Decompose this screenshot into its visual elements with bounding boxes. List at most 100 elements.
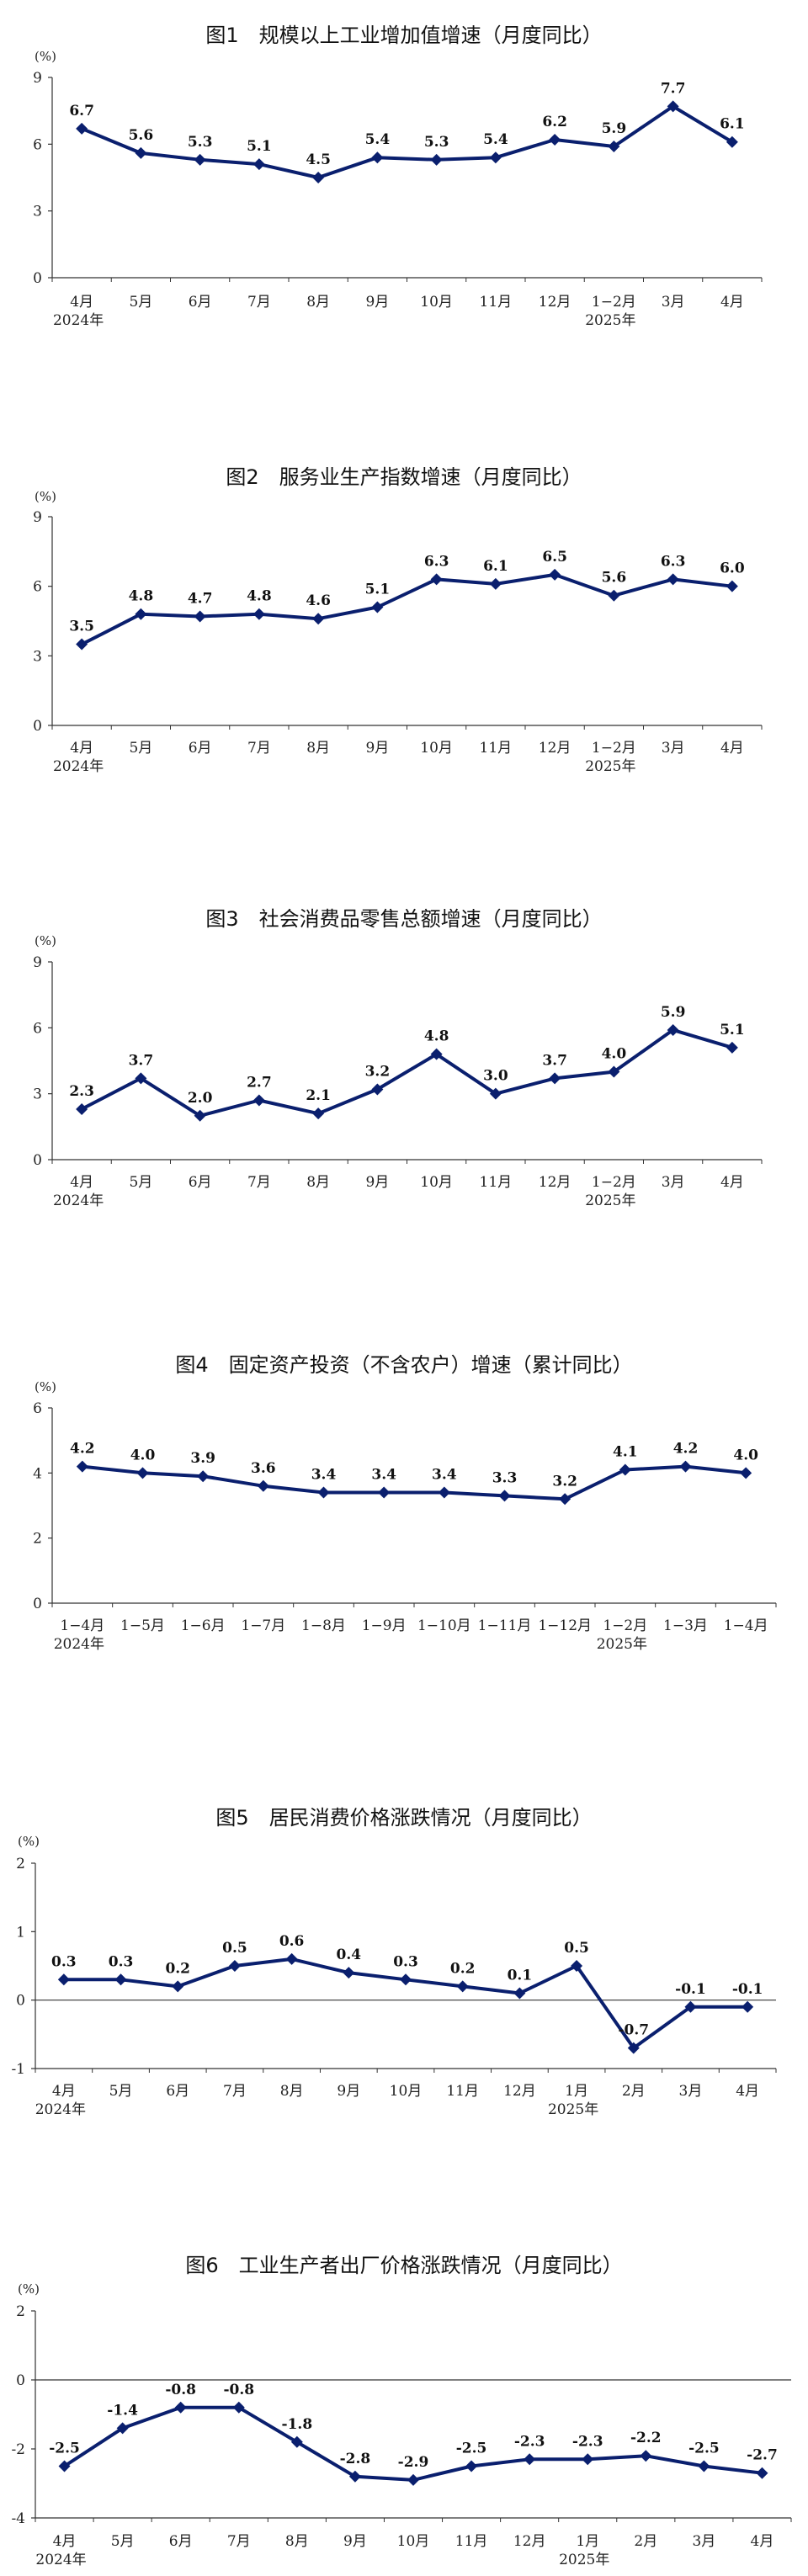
data-label: 0.6 — [279, 1933, 305, 1950]
year-label: 2025年 — [559, 2552, 609, 2568]
y-tick-label: 4 — [33, 1465, 42, 1482]
x-tick-label: 5月 — [129, 1174, 152, 1191]
x-tick-label: 8月 — [280, 2083, 304, 2100]
x-tick-label: 12月 — [539, 740, 571, 757]
data-point-marker — [407, 2473, 419, 2486]
chart-title: 图5 居民消费价格涨跌情况（月度同比） — [215, 1806, 592, 1830]
x-tick-label: 10月 — [420, 294, 453, 311]
y-unit-label: (%) — [35, 1379, 56, 1394]
x-tick-label: 7月 — [227, 2533, 251, 2550]
x-tick-label: 1−2月 — [592, 740, 636, 757]
x-tick-label: 1−5月 — [120, 1617, 165, 1634]
x-tick-label: 1月 — [565, 2083, 588, 2100]
x-tick-label: 7月 — [247, 294, 271, 311]
y-unit-label: (%) — [18, 2281, 40, 2297]
y-tick-label: 2 — [16, 2303, 25, 2320]
data-point-marker — [489, 151, 502, 164]
data-label: 6.7 — [69, 103, 94, 120]
data-label: 0.5 — [222, 1940, 247, 1957]
x-tick-label: 11月 — [455, 2533, 488, 2550]
x-tick-label: 12月 — [539, 1174, 571, 1191]
x-tick-label: 5月 — [109, 2083, 133, 2100]
x-tick-label: 3月 — [662, 1174, 685, 1191]
year-label: 2024年 — [54, 1636, 104, 1653]
data-label: -0.8 — [165, 2382, 196, 2398]
data-label: -2.9 — [398, 2454, 429, 2471]
data-label: 6.1 — [483, 558, 508, 575]
y-tick-label: 0 — [33, 1152, 42, 1169]
x-tick-label: 1−4月 — [724, 1617, 768, 1634]
data-label: 5.4 — [365, 131, 391, 148]
y-tick-label: -2 — [11, 2441, 25, 2458]
data-point-marker — [135, 608, 147, 620]
data-point-marker — [174, 2401, 187, 2414]
data-label: 5.1 — [720, 1022, 745, 1038]
data-point-marker — [232, 2401, 245, 2414]
year-label: 2024年 — [53, 312, 104, 329]
data-point-marker — [549, 568, 561, 581]
data-label: -0.1 — [675, 1981, 706, 1998]
data-point-marker — [76, 638, 88, 651]
y-tick-label: 9 — [33, 509, 42, 526]
x-tick-label: 9月 — [365, 740, 389, 757]
x-tick-label: 10月 — [390, 2083, 423, 2100]
data-point-marker — [228, 1960, 241, 1972]
data-point-marker — [726, 135, 738, 148]
x-tick-label: 6月 — [189, 1174, 212, 1191]
y-tick-label: 0 — [33, 1596, 42, 1612]
data-label: -2.5 — [49, 2441, 80, 2457]
y-unit-label: (%) — [35, 933, 56, 948]
series-line — [81, 572, 733, 646]
chart-title: 图6 工业生产者出厂价格涨跌情况（月度同比） — [185, 2254, 622, 2277]
x-tick-label: 4月 — [70, 294, 93, 311]
data-point-marker — [312, 613, 325, 625]
y-tick-label: 9 — [33, 70, 42, 87]
chart-title: 图2 服务业生产指数增速（月度同比） — [226, 465, 582, 489]
data-point-marker — [619, 1463, 631, 1476]
x-tick-label: 1−4月 — [60, 1617, 104, 1634]
data-label: 4.8 — [424, 1028, 449, 1045]
data-point-marker — [252, 1094, 265, 1107]
y-tick-label: 6 — [33, 1020, 42, 1037]
data-label: -2.2 — [630, 2430, 662, 2446]
x-tick-label: 8月 — [285, 2533, 309, 2550]
x-tick-label: 2月 — [634, 2533, 657, 2550]
data-point-marker — [76, 1460, 88, 1473]
x-tick-label: 1−6月 — [181, 1617, 226, 1634]
data-label: 6.2 — [542, 114, 567, 130]
data-point-marker — [114, 1973, 127, 1986]
data-label: 7.7 — [661, 80, 686, 97]
data-label: -2.5 — [688, 2441, 720, 2457]
chart-title: 图4 固定资产投资（不含农户）增速（累计同比） — [175, 1353, 632, 1377]
x-tick-label: 9月 — [365, 294, 389, 311]
y-unit-label: (%) — [35, 489, 56, 504]
data-point-marker — [456, 1980, 469, 1993]
data-label: 5.9 — [602, 120, 627, 137]
x-tick-label: 4月 — [53, 2533, 77, 2550]
data-point-marker — [571, 1960, 583, 1972]
data-label: -2.7 — [747, 2447, 778, 2464]
x-tick-label: 3月 — [692, 2533, 715, 2550]
data-point-marker — [371, 1083, 384, 1096]
data-point-marker — [57, 1973, 70, 1986]
data-point-marker — [513, 1987, 526, 2000]
data-point-marker — [430, 573, 443, 586]
data-label: 4.7 — [188, 590, 213, 607]
data-label: 6.0 — [720, 560, 745, 577]
data-point-marker — [136, 1467, 149, 1479]
x-tick-label: 12月 — [503, 2083, 536, 2100]
year-label: 2025年 — [548, 2101, 598, 2118]
data-point-marker — [498, 1490, 511, 1502]
data-label: 5.3 — [188, 134, 213, 151]
data-point-marker — [740, 1467, 752, 1479]
data-point-marker — [627, 2042, 640, 2054]
x-tick-label: 11月 — [480, 294, 513, 311]
data-point-marker — [726, 1041, 738, 1054]
x-tick-label: 6月 — [166, 2083, 189, 2100]
data-point-marker — [559, 1493, 571, 1506]
x-tick-label: 4月 — [70, 740, 93, 757]
y-tick-label: 9 — [33, 954, 42, 971]
x-tick-label: 7月 — [223, 2083, 247, 2100]
year-label: 2024年 — [53, 1192, 104, 1209]
data-label: 4.8 — [129, 588, 154, 605]
